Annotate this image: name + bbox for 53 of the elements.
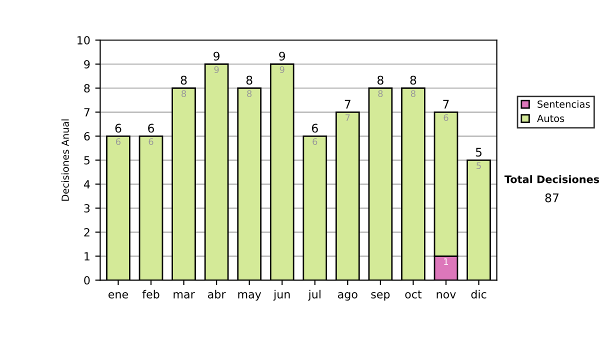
x-tick-label: ago xyxy=(338,292,358,301)
y-tick-label: 8 xyxy=(84,84,90,93)
data-label: 8 xyxy=(247,90,252,98)
total-label: 5 xyxy=(476,148,482,157)
y-tick-label: 10 xyxy=(78,36,90,44)
data-label: 6 xyxy=(312,138,318,146)
y-axis-title: Decisiones Anual xyxy=(61,119,69,201)
x-tick-label: jun xyxy=(273,290,290,301)
data-label: 9 xyxy=(280,66,284,74)
y-tick-label: 9 xyxy=(84,60,90,69)
x-tick-label: nov xyxy=(436,292,456,298)
x-tick-label: mar xyxy=(174,292,195,298)
legend-label: Autos xyxy=(537,114,564,122)
x-tick-label: jul xyxy=(308,290,320,301)
text: 87 xyxy=(545,193,558,202)
total-label: 7 xyxy=(344,100,350,108)
y-tick-label: 1 xyxy=(84,252,90,260)
y-tick-label: 5 xyxy=(84,156,90,165)
total-label: 8 xyxy=(410,76,416,85)
total-label: 8 xyxy=(377,76,384,85)
y-tick-label: 0 xyxy=(84,276,90,285)
text: Total Decisiones xyxy=(504,175,600,184)
data-label: 5 xyxy=(476,162,481,170)
total-label: 6 xyxy=(148,124,154,133)
total-label: 6 xyxy=(115,124,122,133)
x-tick-label: sep xyxy=(371,292,390,301)
total-label: 8 xyxy=(246,76,252,85)
data-label: 6 xyxy=(444,114,448,122)
total-label: 9 xyxy=(214,52,220,61)
x-tick-label: oct xyxy=(405,290,422,298)
x-tick-label: ene xyxy=(108,292,128,298)
y-tick-label: 4 xyxy=(84,180,90,188)
total-label: 7 xyxy=(443,100,449,108)
y-tick-label: 6 xyxy=(84,132,90,141)
data-label: 8 xyxy=(410,90,416,98)
data-label: 8 xyxy=(182,90,186,98)
y-tick-label: 3 xyxy=(84,204,90,213)
legend-label: Sentencias xyxy=(538,100,590,108)
y-tick-label: 2 xyxy=(84,228,90,236)
x-tick-label: dic xyxy=(471,290,486,298)
total-label: 8 xyxy=(180,76,187,85)
total-label: 9 xyxy=(279,52,286,61)
x-tick-label: feb xyxy=(142,290,160,298)
data-label: 1 xyxy=(444,258,448,265)
data-label: 6 xyxy=(116,138,121,146)
data-label: 9 xyxy=(214,66,219,74)
y-tick-label: 7 xyxy=(84,108,90,116)
total-label: 6 xyxy=(312,124,318,133)
x-tick-label: abr xyxy=(208,290,226,298)
x-tick-label: may xyxy=(238,292,262,301)
data-label: 8 xyxy=(378,90,383,98)
data-label: 7 xyxy=(346,114,350,121)
data-label: 6 xyxy=(148,138,154,146)
